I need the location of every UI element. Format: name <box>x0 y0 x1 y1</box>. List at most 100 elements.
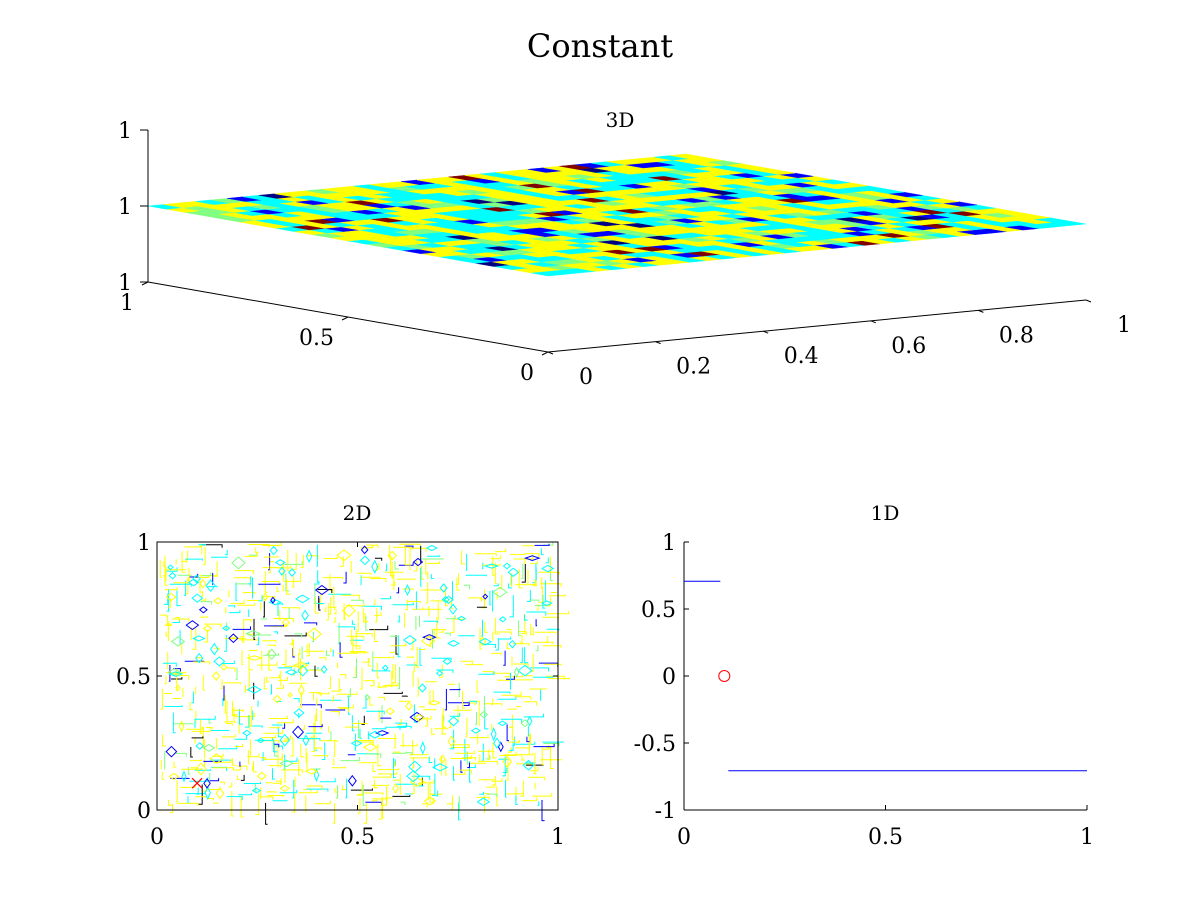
contour-segment <box>375 608 378 623</box>
contour-loop <box>246 655 264 661</box>
contour-loop <box>507 567 520 577</box>
contour-segment <box>421 565 424 580</box>
contour-segment <box>226 721 236 723</box>
contour-segment <box>395 635 399 655</box>
contour-segment <box>507 747 512 753</box>
contour-segment <box>277 676 288 681</box>
contour-segment <box>450 616 455 633</box>
contour-segment <box>533 743 555 748</box>
contour-segment <box>339 674 347 679</box>
contour-segment <box>281 753 283 761</box>
contour-loop <box>306 627 322 641</box>
contour-segment <box>538 571 560 575</box>
contour-segment <box>347 695 351 715</box>
contour-segment <box>474 712 477 725</box>
contour-segment <box>493 691 511 694</box>
contour-segment <box>203 760 222 762</box>
1d-series <box>684 580 1087 772</box>
contour-segment <box>425 559 428 575</box>
panel-1d: 1D 0 0.5 1 1 0.5 0 -0.5 -1 <box>634 501 1094 850</box>
x-tick-mark <box>655 341 661 345</box>
contour-segment <box>289 638 293 645</box>
contour-segment <box>384 571 404 573</box>
contour-loop <box>439 754 446 764</box>
contour-segment <box>272 724 283 726</box>
contour-segment <box>273 618 294 623</box>
contour-segment <box>462 690 465 709</box>
contour-segment <box>261 581 280 584</box>
contour-segment <box>393 733 396 749</box>
contour-segment <box>458 802 461 821</box>
contour-segment <box>339 642 343 658</box>
contour-loop <box>293 708 305 718</box>
contour-segment <box>191 728 211 732</box>
2d-ticks: 0 0.5 1 0 0.5 1 <box>116 531 565 850</box>
contour-segment <box>291 576 295 588</box>
contour-segment <box>291 792 296 813</box>
contour-segment <box>534 543 550 546</box>
contour-segment <box>394 761 396 767</box>
z-tick-label: 1 <box>118 119 132 144</box>
contour-segment <box>358 719 361 739</box>
contour-segment <box>248 649 258 651</box>
contour-loop <box>342 603 356 618</box>
contour-loop <box>482 593 489 600</box>
contour-loop <box>246 685 262 694</box>
contour-segment <box>334 788 338 793</box>
contour-segment <box>221 734 236 738</box>
contour-segment <box>268 765 282 768</box>
y-tick-label: 1 <box>120 291 134 316</box>
contour-segment <box>549 747 554 769</box>
contour-loop <box>181 770 187 783</box>
contour-segment <box>399 724 407 728</box>
contour-segment <box>266 791 277 793</box>
contour-segment <box>492 631 494 641</box>
contour-segment <box>164 675 167 685</box>
contour-segment <box>190 627 192 640</box>
contour-segment <box>495 638 499 651</box>
contour-segment <box>278 603 284 605</box>
contour-segment <box>380 596 391 600</box>
contour-segment <box>337 622 340 645</box>
contour-segment <box>510 575 512 585</box>
contour-segment <box>432 773 436 796</box>
contour-segment <box>370 680 375 687</box>
contour-segment <box>274 742 279 757</box>
contour-segment <box>506 792 523 795</box>
contour-segment <box>357 611 359 632</box>
contour-segment <box>548 594 566 597</box>
3d-surface <box>147 153 1087 277</box>
contour-segment <box>465 553 468 571</box>
contour-segment <box>261 734 277 739</box>
contour-segment <box>328 597 332 615</box>
contour-segment <box>444 688 447 711</box>
contour-loop <box>279 733 291 747</box>
y-tick-label: 1 <box>137 531 151 556</box>
contour-loop <box>497 720 508 727</box>
contour-segment <box>540 689 542 701</box>
contour-loop <box>278 566 286 576</box>
contour-segment <box>506 724 509 742</box>
contour-loop <box>167 564 174 571</box>
contour-loop <box>297 664 309 677</box>
contour-segment <box>212 753 224 757</box>
contour-loop <box>301 609 309 622</box>
contour-segment <box>536 604 539 611</box>
contour-segment <box>373 629 379 642</box>
contour-segment <box>364 613 368 622</box>
x-tick-label: 0.8 <box>999 323 1034 348</box>
contour-segment <box>522 797 537 802</box>
contour-segment <box>312 767 321 770</box>
contour-segment <box>469 762 487 764</box>
contour-segment <box>411 757 414 769</box>
contour-segment <box>165 631 168 637</box>
contour-segment <box>395 783 418 785</box>
contour-segment <box>486 793 498 797</box>
contour-segment <box>298 653 302 673</box>
contour-segment <box>270 684 272 695</box>
contour-segment <box>318 598 321 611</box>
contour-segment <box>415 591 417 610</box>
contour-segment <box>338 678 343 691</box>
contour-segment <box>300 554 304 568</box>
contour-segment <box>373 599 376 605</box>
